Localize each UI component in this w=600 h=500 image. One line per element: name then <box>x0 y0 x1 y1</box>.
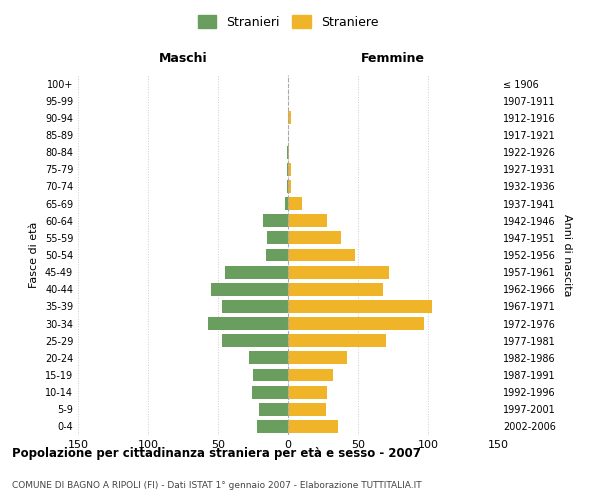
Bar <box>288 300 432 313</box>
Bar <box>288 163 291 175</box>
Bar <box>249 352 288 364</box>
Bar <box>287 163 288 175</box>
Bar <box>288 197 302 210</box>
Text: Femmine: Femmine <box>361 52 425 64</box>
Bar <box>266 248 288 262</box>
Bar <box>253 368 288 382</box>
Bar <box>288 232 341 244</box>
Bar <box>222 300 288 313</box>
Y-axis label: Anni di nascita: Anni di nascita <box>562 214 572 296</box>
Bar <box>285 197 288 210</box>
Bar <box>287 146 288 158</box>
Bar <box>263 214 288 227</box>
Bar <box>288 386 327 398</box>
Bar <box>267 232 288 244</box>
Bar <box>288 317 424 330</box>
Bar <box>251 386 288 398</box>
Bar <box>287 180 288 193</box>
Text: Maschi: Maschi <box>158 52 208 64</box>
Bar <box>288 368 333 382</box>
Bar <box>225 266 288 278</box>
Y-axis label: Fasce di età: Fasce di età <box>29 222 39 288</box>
Legend: Stranieri, Straniere: Stranieri, Straniere <box>194 11 382 32</box>
Bar <box>288 214 327 227</box>
Bar <box>259 403 288 415</box>
Bar <box>211 283 288 296</box>
Bar <box>288 352 347 364</box>
Bar <box>288 248 355 262</box>
Bar <box>257 420 288 433</box>
Bar <box>208 317 288 330</box>
Bar <box>222 334 288 347</box>
Bar <box>288 403 326 415</box>
Bar <box>288 146 289 158</box>
Bar <box>288 180 291 193</box>
Bar <box>288 266 389 278</box>
Bar <box>288 283 383 296</box>
Bar <box>288 112 291 124</box>
Bar <box>288 420 338 433</box>
Bar <box>288 334 386 347</box>
Text: COMUNE DI BAGNO A RIPOLI (FI) - Dati ISTAT 1° gennaio 2007 - Elaborazione TUTTIT: COMUNE DI BAGNO A RIPOLI (FI) - Dati IST… <box>12 480 422 490</box>
Text: Popolazione per cittadinanza straniera per età e sesso - 2007: Popolazione per cittadinanza straniera p… <box>12 448 421 460</box>
